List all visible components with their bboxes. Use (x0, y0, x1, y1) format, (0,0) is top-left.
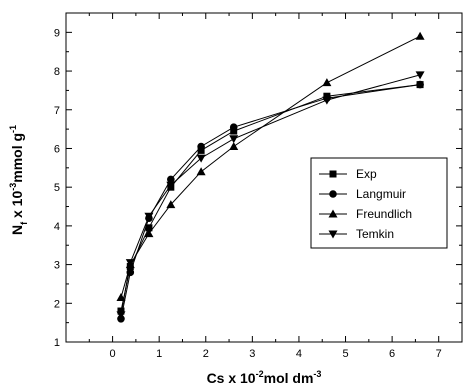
y-tick-label: 6 (54, 143, 60, 155)
y-axis-label-main: N (9, 225, 25, 235)
data-point-temkin (229, 135, 239, 144)
data-point-langmuir (416, 80, 424, 89)
legend-marker-freundlich (328, 209, 338, 218)
data-point-freundlich (166, 200, 176, 209)
x-tick-label: 1 (156, 348, 162, 360)
y-tick-label: 3 (54, 260, 60, 272)
data-point-freundlich (415, 31, 425, 40)
x-axis-label: Cs x 10-2mol dm-3 (207, 369, 322, 386)
data-point-freundlich (322, 78, 332, 87)
data-point-temkin (144, 212, 154, 221)
y-tick-label: 1 (54, 337, 60, 349)
y-axis-label-sub: f (19, 221, 29, 225)
data-point-freundlich (229, 142, 239, 151)
y-axis-label: Nf x 10-3mmol g-1 (8, 125, 29, 235)
data-point-exp (197, 146, 205, 154)
legend-items: Exp Langmuir Freundlich Temkin (319, 167, 412, 241)
legend-item-freundlich: Freundlich (319, 207, 412, 221)
y-tick-label: 9 (54, 27, 60, 39)
legend-marker-temkin (328, 230, 338, 239)
x-tick-label: 0 (110, 348, 116, 360)
legend-item-langmuir: Langmuir (319, 187, 406, 201)
data-point-temkin (116, 311, 126, 320)
y-tick-label: 7 (54, 105, 60, 117)
plot-frame (65, 12, 463, 343)
data-point-temkin (196, 154, 206, 163)
data-point-langmuir (197, 142, 205, 151)
data-point-freundlich (144, 229, 154, 238)
y-axis-label-unit: mmol g (9, 133, 25, 183)
data-point-temkin (166, 181, 176, 190)
legend-marker-langmuir (329, 190, 337, 198)
y-axis-label-mid: x 10 (9, 191, 25, 222)
y-tick-label: 4 (54, 221, 60, 233)
data-point-exp (117, 307, 125, 315)
data-point-freundlich (116, 292, 126, 301)
x-tick-label: 6 (389, 348, 395, 360)
axis-ticks: 0 1 2 3 4 5 6 7 1 2 3 4 5 6 7 8 9 (54, 12, 463, 360)
series-layer (116, 31, 425, 323)
y-tick-label: 5 (54, 182, 60, 194)
data-point-freundlich (196, 167, 206, 176)
y-tick-label: 8 (54, 66, 60, 78)
y-tick-label: 2 (54, 298, 60, 310)
legend-label-temkin: Temkin (356, 227, 394, 241)
x-tick-label: 4 (296, 348, 302, 360)
y-axis-label-unit-exp: -1 (8, 125, 18, 133)
y-axis-label-exp: -3 (8, 183, 18, 191)
data-point-langmuir (229, 123, 238, 131)
x-axis-label-unit: mol dm (264, 370, 314, 386)
x-axis-label-unit-exp: -3 (313, 369, 321, 379)
series-temkin (116, 71, 425, 320)
data-point-temkin (125, 259, 135, 268)
legend-marker-exp (329, 170, 337, 178)
x-tick-label: 3 (249, 348, 255, 360)
data-point-exp (145, 224, 153, 232)
series-line-temkin (120, 74, 421, 315)
data-point-temkin (415, 71, 425, 80)
legend-label-freundlich: Freundlich (356, 207, 412, 221)
legend-label-langmuir: Langmuir (356, 187, 406, 201)
legend-item-exp: Exp (319, 167, 377, 181)
data-point-langmuir (167, 175, 175, 184)
x-tick-label: 2 (203, 348, 209, 360)
x-axis-label-main: Cs x 10 (207, 370, 256, 386)
data-point-temkin (322, 96, 332, 105)
x-tick-label: 5 (342, 348, 348, 360)
x-tick-label: 7 (436, 348, 442, 360)
legend-item-temkin: Temkin (319, 227, 394, 241)
legend-label-exp: Exp (356, 167, 377, 181)
legend: Exp Langmuir Freundlich Temkin (310, 157, 448, 249)
x-axis-label-exp: -2 (256, 369, 264, 379)
data-point-exp (230, 127, 238, 135)
series-line-langmuir (120, 84, 421, 319)
